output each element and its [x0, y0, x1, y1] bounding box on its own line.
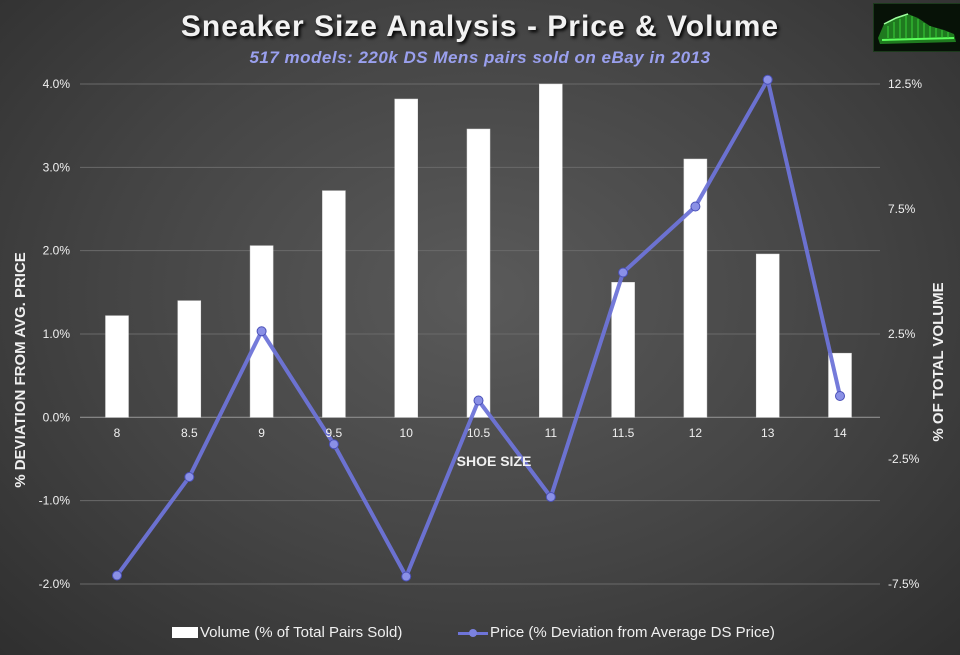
legend-bar-swatch	[172, 627, 198, 638]
x-tick-label: 10	[400, 426, 414, 440]
y-right-tick-label: 2.5%	[888, 327, 916, 341]
y-axis-right-label: % OF TOTAL VOLUME	[930, 282, 947, 441]
x-tick-label: 13	[761, 426, 775, 440]
y-right-tick-label: 7.5%	[888, 202, 916, 216]
x-tick-label: 9	[258, 426, 265, 440]
volume-bar	[466, 128, 491, 418]
x-tick-label: 12	[689, 426, 703, 440]
x-tick-label: 14	[833, 426, 847, 440]
price-point	[690, 201, 701, 212]
legend-price-label: Price (% Deviation from Average DS Price…	[490, 624, 775, 641]
x-tick-label: 9.5	[326, 426, 343, 440]
volume-bar	[322, 190, 346, 418]
price-point	[184, 472, 195, 482]
y-left-tick-label: 3.0%	[43, 160, 71, 174]
y-left-tick-label: 4.0%	[43, 77, 71, 91]
y-left-tick-label: -1.0%	[39, 494, 71, 508]
price-point	[618, 267, 629, 278]
x-tick-label: 8.5	[181, 426, 198, 440]
y-left-tick-label: 0.0%	[43, 410, 71, 424]
price-point	[545, 492, 556, 502]
legend-line-swatch	[458, 627, 488, 639]
chart-legend: Volume (% of Total Pairs Sold) Price (% …	[0, 624, 960, 646]
price-point	[835, 391, 845, 401]
legend-item-volume: Volume (% of Total Pairs Sold)	[172, 624, 402, 641]
volume-bar	[755, 253, 780, 418]
sneaker-logo-icon	[873, 3, 960, 52]
y-left-tick-label: 2.0%	[43, 244, 71, 258]
price-point	[256, 326, 267, 337]
chart-canvas: 4.0% 3.0% 2.0% 1.0% 0.0% -1.0% -2.0% 12.5% 7.5% 2…	[12, 74, 947, 591]
chart-title: Sneaker Size Analysis - Price & Volume	[180, 10, 780, 43]
y-right-tick-label: -7.5%	[888, 577, 920, 591]
y-right-tick-label: -2.5%	[888, 452, 920, 466]
x-tick-label: 11	[545, 426, 558, 440]
x-tick-label: 11.5	[612, 426, 635, 440]
y-left-tick-label: -2.0%	[39, 577, 71, 591]
volume-bar	[539, 83, 563, 418]
price-point	[473, 395, 484, 406]
x-tick-label: 8	[114, 426, 121, 440]
y-left-tick-label: 1.0%	[43, 327, 71, 341]
volume-bar	[177, 300, 202, 418]
price-point	[112, 570, 122, 581]
chart-subtitle: 517 models: 220k DS Mens pairs sold on e…	[249, 48, 711, 67]
volume-bar	[394, 98, 418, 418]
price-point	[328, 439, 339, 450]
x-tick-label: 10.5	[467, 426, 491, 440]
volume-bar	[611, 282, 635, 418]
legend-volume-label: Volume (% of Total Pairs Sold)	[200, 624, 403, 641]
volume-bar	[683, 158, 708, 418]
x-axis-label: SHOE SIZE	[457, 453, 532, 469]
y-right-tick-label: 12.5%	[888, 77, 922, 91]
price-point	[401, 571, 412, 582]
price-point	[762, 74, 773, 85]
legend-item-price: Price (% Deviation from Average DS Price…	[458, 624, 775, 641]
volume-bar	[105, 315, 129, 418]
y-axis-left-label: % DEVIATION FROM AVG. PRICE	[12, 252, 29, 488]
